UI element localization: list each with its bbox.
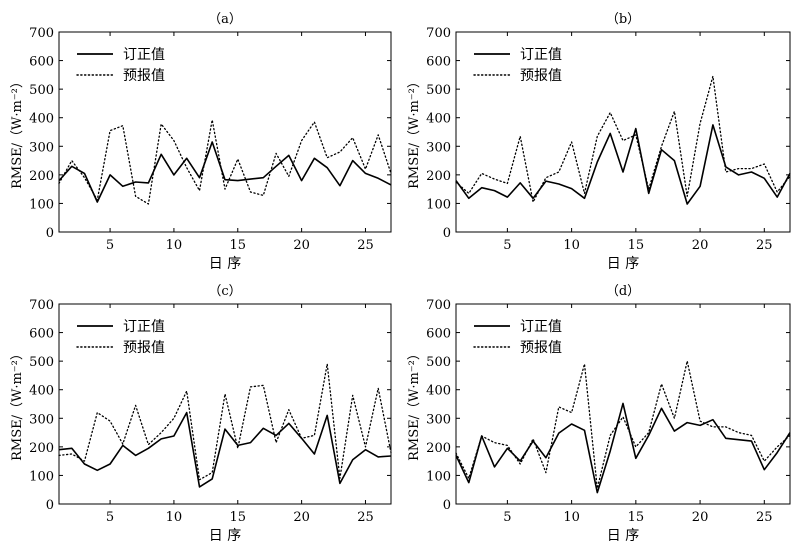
y-tick-label: 500 bbox=[29, 83, 54, 98]
series-line-corrected bbox=[58, 141, 392, 203]
plot-frame bbox=[58, 303, 392, 505]
y-tick-label: 0 bbox=[46, 226, 54, 241]
x-tick-label: 5 bbox=[503, 510, 511, 525]
y-tick-label: 600 bbox=[426, 55, 451, 70]
y-tick-label: 500 bbox=[426, 83, 451, 98]
x-tick-label: 25 bbox=[357, 238, 374, 253]
x-tick-label: 25 bbox=[756, 238, 773, 253]
x-axis-label: 日 序 bbox=[209, 256, 241, 272]
y-tick-label: 700 bbox=[29, 298, 54, 313]
y-tick-label: 200 bbox=[29, 169, 54, 184]
y-tick-label: 200 bbox=[29, 441, 54, 456]
legend-label-1: 预报值 bbox=[123, 68, 165, 84]
chart-panel-1: （b） 0 100 200 300 400 500 600 700 5 10 15 20 25 日 序 RMS… bbox=[407, 12, 791, 272]
y-tick-label: 600 bbox=[29, 327, 54, 342]
series-line-corrected bbox=[455, 124, 791, 205]
y-tick-label: 300 bbox=[29, 140, 54, 155]
series-line-forecast bbox=[58, 119, 392, 205]
legend-label-1: 预报值 bbox=[123, 340, 165, 356]
y-tick-label: 0 bbox=[443, 498, 451, 513]
series-line-forecast bbox=[455, 360, 791, 489]
plot-frame bbox=[455, 31, 791, 233]
legend-label-1: 预报值 bbox=[520, 340, 562, 356]
y-tick-label: 500 bbox=[29, 355, 54, 370]
x-tick-label: 15 bbox=[229, 510, 246, 525]
panel-label: （b） bbox=[606, 12, 640, 27]
y-tick-label: 600 bbox=[426, 327, 451, 342]
x-tick-label: 15 bbox=[229, 238, 246, 253]
x-tick-label: 10 bbox=[166, 510, 183, 525]
x-tick-label: 20 bbox=[692, 510, 709, 525]
x-tick-label: 20 bbox=[293, 238, 310, 253]
y-tick-label: 200 bbox=[426, 169, 451, 184]
y-tick-label: 0 bbox=[443, 226, 451, 241]
panel-label: （d） bbox=[606, 284, 640, 299]
y-tick-label: 200 bbox=[426, 441, 451, 456]
legend-label-0: 订正值 bbox=[123, 47, 165, 63]
y-tick-label: 300 bbox=[29, 412, 54, 427]
x-tick-label: 10 bbox=[563, 238, 580, 253]
y-axis-label: RMSE/（W·m⁻²） bbox=[10, 347, 25, 461]
legend-label-0: 订正值 bbox=[123, 319, 165, 335]
legend-label-1: 预报值 bbox=[520, 68, 562, 84]
x-axis-label: 日 序 bbox=[209, 528, 241, 544]
y-tick-label: 400 bbox=[426, 112, 451, 127]
x-tick-label: 15 bbox=[628, 510, 645, 525]
x-axis-label: 日 序 bbox=[607, 528, 639, 544]
x-tick-label: 15 bbox=[628, 238, 645, 253]
y-tick-label: 100 bbox=[426, 469, 451, 484]
y-tick-label: 600 bbox=[29, 55, 54, 70]
plot-frame bbox=[58, 31, 392, 233]
x-tick-label: 5 bbox=[106, 238, 114, 253]
y-axis-label: RMSE/（W·m⁻²） bbox=[10, 75, 25, 189]
y-tick-label: 300 bbox=[426, 412, 451, 427]
x-tick-label: 20 bbox=[293, 510, 310, 525]
series-line-forecast bbox=[455, 75, 791, 203]
chart-panel-2: （c） 0 100 200 300 400 500 600 700 5 10 15 20 25 日 序 RMS… bbox=[10, 284, 392, 544]
series-line-forecast bbox=[58, 363, 392, 481]
chart-panel-3: （d） 0 100 200 300 400 500 600 700 5 10 15 20 25 日 序 RMS… bbox=[407, 284, 791, 544]
legend-label-0: 订正值 bbox=[520, 47, 562, 63]
y-tick-label: 100 bbox=[426, 197, 451, 212]
y-tick-label: 100 bbox=[29, 197, 54, 212]
y-tick-label: 400 bbox=[29, 384, 54, 399]
y-tick-label: 700 bbox=[29, 26, 54, 41]
y-tick-label: 700 bbox=[426, 26, 451, 41]
x-tick-label: 5 bbox=[503, 238, 511, 253]
y-tick-label: 300 bbox=[426, 140, 451, 155]
y-tick-label: 400 bbox=[29, 112, 54, 127]
x-tick-label: 10 bbox=[563, 510, 580, 525]
y-tick-label: 0 bbox=[46, 498, 54, 513]
plot-frame bbox=[455, 303, 791, 505]
y-tick-label: 500 bbox=[426, 355, 451, 370]
x-tick-label: 25 bbox=[756, 510, 773, 525]
y-tick-label: 400 bbox=[426, 384, 451, 399]
x-tick-label: 25 bbox=[357, 510, 374, 525]
panel-label: （c） bbox=[208, 284, 241, 299]
chart-panel-0: （a） 0 100 200 300 400 500 600 700 5 10 15 20 25 日 序 RMS… bbox=[10, 12, 392, 272]
series-line-corrected bbox=[455, 402, 791, 494]
x-tick-label: 10 bbox=[166, 238, 183, 253]
y-tick-label: 100 bbox=[29, 469, 54, 484]
legend-label-0: 订正值 bbox=[520, 319, 562, 335]
y-tick-label: 700 bbox=[426, 298, 451, 313]
x-axis-label: 日 序 bbox=[607, 256, 639, 272]
panel-label: （a） bbox=[208, 12, 242, 27]
y-axis-label: RMSE/（W·m⁻²） bbox=[407, 347, 422, 461]
y-axis-label: RMSE/（W·m⁻²） bbox=[407, 75, 422, 189]
x-tick-label: 20 bbox=[692, 238, 709, 253]
x-tick-label: 5 bbox=[106, 510, 114, 525]
series-line-corrected bbox=[58, 411, 392, 488]
